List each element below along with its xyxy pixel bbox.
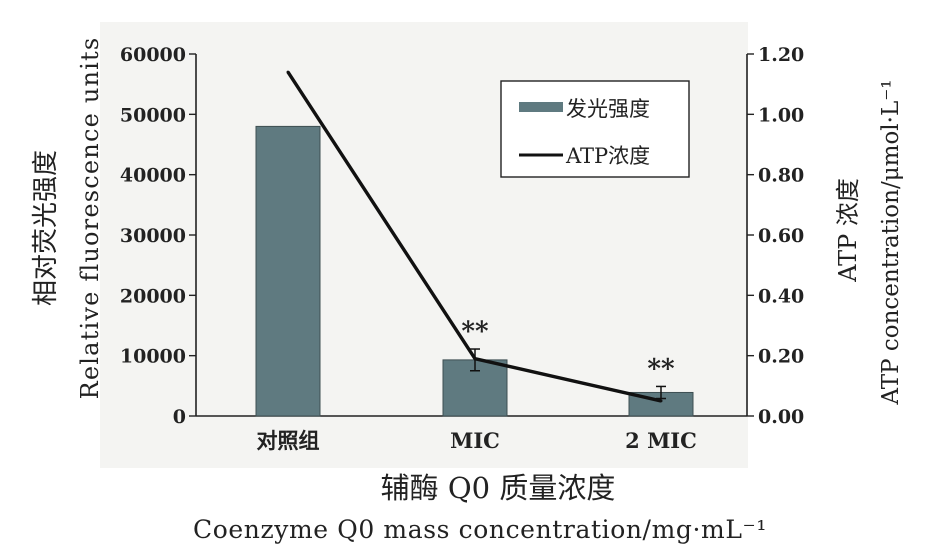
left-tick-label: 10000 [120,346,186,368]
atp-point-1 [473,357,477,361]
right-tick-label: 0.00 [758,406,804,428]
right-axis-title-cn: ATP 浓度 [834,178,862,283]
left-tick-label: 0 [173,406,186,428]
right-axis-title-en: ATP concentration/μmol·L⁻¹ [878,79,904,405]
left-tick-label: 60000 [120,44,186,66]
right-tick-label: 0.40 [758,285,804,307]
right-tick-label: 1.00 [758,104,804,126]
left-tick-label: 40000 [120,165,186,187]
right-ticks: 0.00 0.20 0.40 0.60 0.80 1.00 1.20 [747,44,804,428]
bar-0 [255,125,321,417]
right-tick-label: 1.20 [758,44,804,66]
x-axis-title-en: Coenzyme Q0 mass concentration/mg·mL⁻¹ [193,515,767,544]
atp-point-0 [286,70,290,74]
legend: 发光强度 ATP浓度 [500,80,690,178]
legend-box [500,80,690,178]
left-axis-title-en: Relative fluorescence units [76,37,104,400]
significance-marks: ** ** [461,317,675,384]
right-tick-label: 0.20 [758,346,804,368]
x-tick-label-2: 2 MIC [625,428,697,453]
x-axis-title-cn: 辅酶 Q0 质量浓度 [381,471,616,505]
right-tick-label: 0.80 [758,165,804,187]
left-tick-label: 50000 [120,104,186,126]
legend-bar-label: 发光强度 [566,97,650,121]
left-axis-title-cn: 相对荧光强度 [31,150,61,306]
right-tick-label: 0.60 [758,225,804,247]
legend-line-label: ATP浓度 [565,144,650,168]
legend-bar-swatch [519,102,563,112]
x-tick-label-1: MIC [450,428,500,453]
left-tick-label: 20000 [120,285,186,307]
left-tick-label: 30000 [120,225,186,247]
significance-mark-1: ** [461,317,489,347]
significance-mark-2: ** [647,354,675,384]
atp-line-layer [286,70,663,403]
atp-point-2 [659,399,663,403]
left-ticks: 0 10000 20000 30000 40000 50000 60000 [120,44,196,428]
x-tick-label-0: 对照组 [257,428,320,453]
x-tick-labels: 对照组 MIC 2 MIC [257,428,697,453]
